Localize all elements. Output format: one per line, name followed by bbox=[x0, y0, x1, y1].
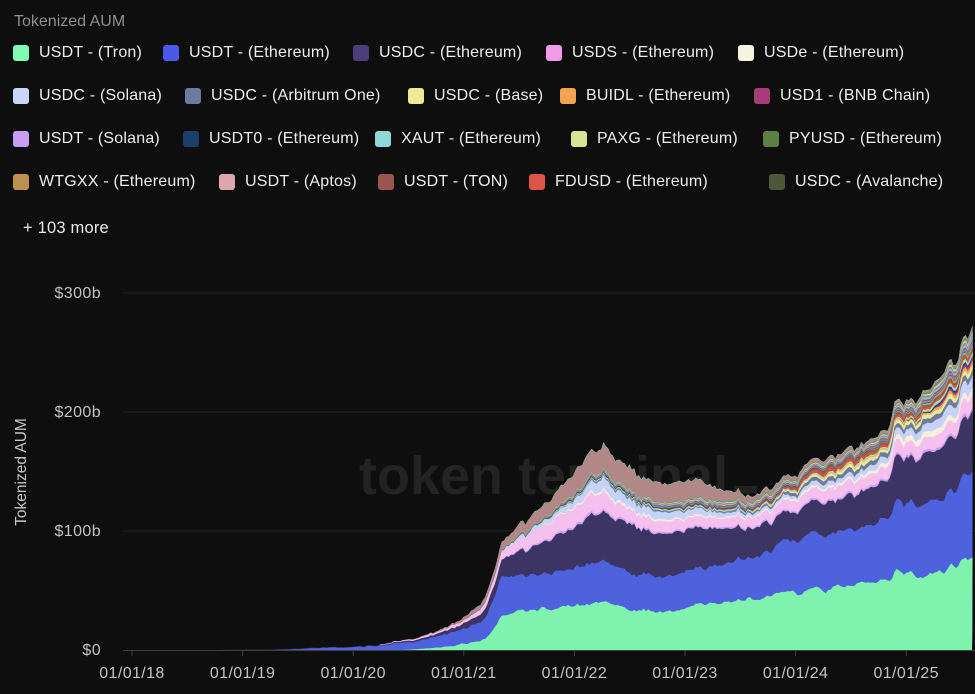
svg-text:01/01/22: 01/01/22 bbox=[542, 665, 607, 682]
svg-text:01/01/19: 01/01/19 bbox=[210, 665, 275, 682]
svg-text:$300b: $300b bbox=[55, 285, 102, 302]
svg-text:01/01/23: 01/01/23 bbox=[652, 665, 717, 682]
svg-text:$100b: $100b bbox=[55, 523, 102, 540]
svg-text:01/01/21: 01/01/21 bbox=[431, 665, 496, 682]
svg-text:01/01/25: 01/01/25 bbox=[873, 665, 938, 682]
svg-text:Tokenized AUM: Tokenized AUM bbox=[13, 418, 30, 526]
svg-text:01/01/20: 01/01/20 bbox=[320, 665, 385, 682]
svg-text:$200b: $200b bbox=[55, 404, 102, 421]
svg-text:01/01/18: 01/01/18 bbox=[99, 665, 164, 682]
svg-text:$0: $0 bbox=[82, 642, 101, 659]
svg-text:01/01/24: 01/01/24 bbox=[763, 665, 828, 682]
